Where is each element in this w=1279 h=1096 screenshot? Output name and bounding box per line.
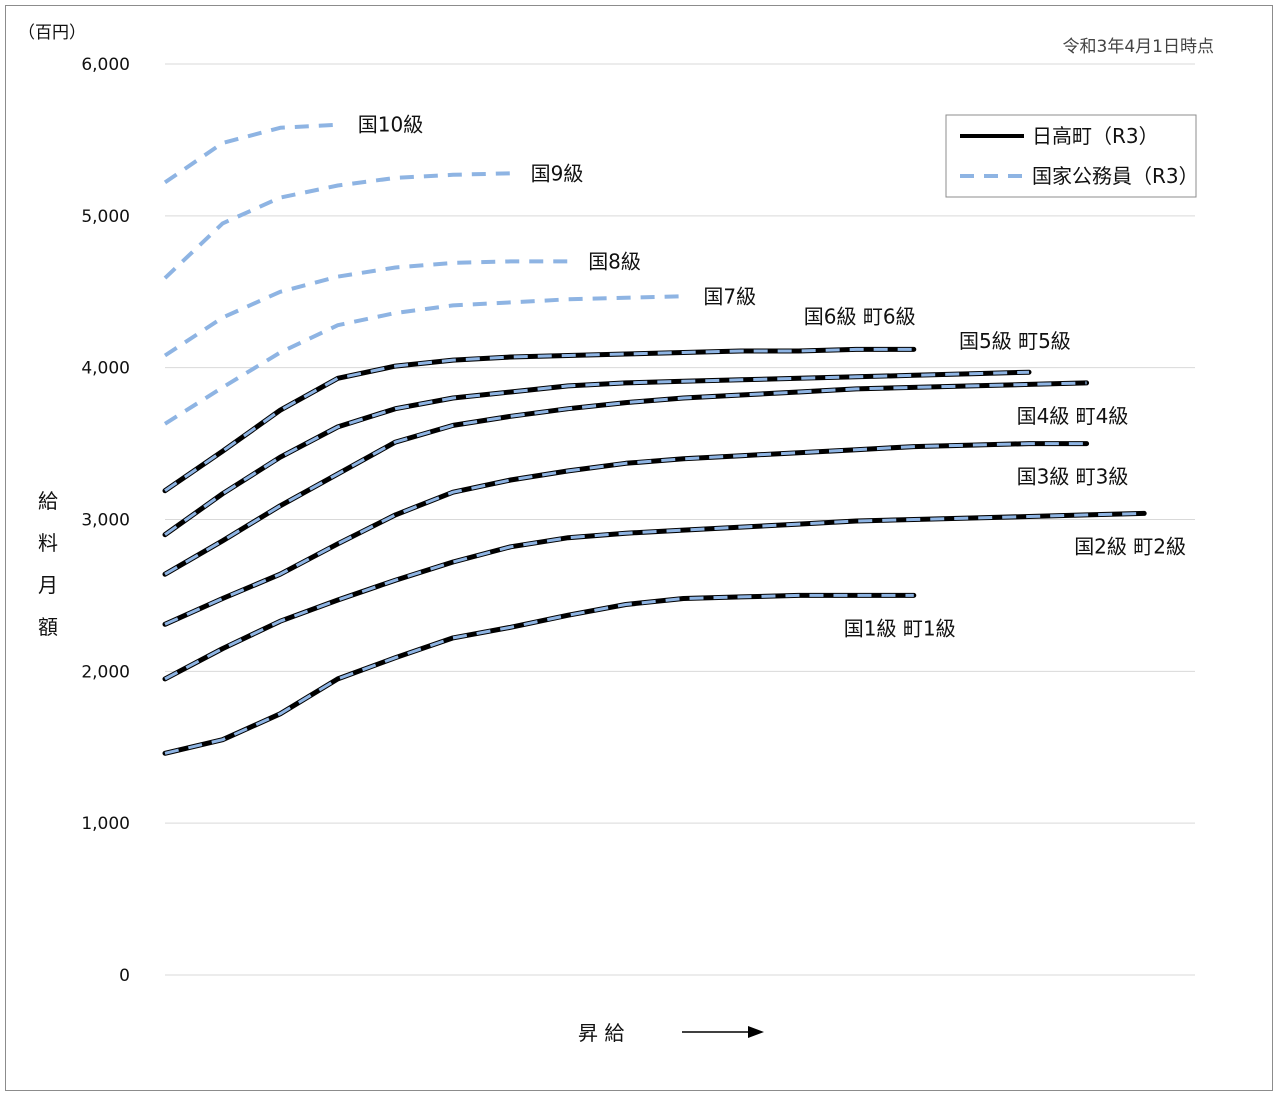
unit-label: （百円） xyxy=(18,23,86,43)
national-line-2 xyxy=(164,442,1087,626)
series-label-6: 国7級 xyxy=(703,284,756,308)
y-tick-label: 5,000 xyxy=(81,207,130,227)
gridlines xyxy=(165,63,1195,976)
y-tick-label: 1,000 xyxy=(81,814,130,834)
national-line-7 xyxy=(163,259,569,358)
series-label-1: 国2級 町2級 xyxy=(1074,534,1186,558)
y-tick-label: 4,000 xyxy=(81,359,130,379)
y-tick-label: 6,000 xyxy=(81,55,130,75)
y-axis-label-char: 月 xyxy=(38,573,58,597)
y-tick-labels: 0 1,000 2,000 3,000 4,000 5,000 6,000 xyxy=(81,55,130,986)
series-label-4: 国5級 町5級 xyxy=(959,329,1071,353)
x-axis-label: 昇 給 xyxy=(578,1021,624,1045)
town-line-4 xyxy=(162,369,1032,538)
series-label-3: 国4級 町4級 xyxy=(1017,404,1129,428)
national-line-5 xyxy=(164,347,914,492)
y-axis-label-char: 額 xyxy=(38,615,58,639)
town-line-3 xyxy=(162,380,1090,577)
town-line-5 xyxy=(162,346,917,494)
legend-town-label: 日高町（R3） xyxy=(1032,124,1159,148)
national-line-3 xyxy=(164,381,1087,576)
y-tick-label: 2,000 xyxy=(81,662,130,682)
legend: 日高町（R3） 国家公務員（R3） xyxy=(945,114,1199,198)
chart-frame xyxy=(5,5,1273,1091)
national-line-6 xyxy=(163,294,684,426)
town-line-0 xyxy=(162,592,917,756)
national-line-4 xyxy=(164,370,1030,536)
national-line-0 xyxy=(164,593,914,755)
date-note: 令和3年4月1日時点 xyxy=(1063,37,1214,57)
series-layer xyxy=(162,122,1147,756)
series-label-9: 国10級 xyxy=(358,113,423,137)
y-axis-label-char: 料 xyxy=(38,531,58,555)
legend-box xyxy=(945,114,1197,198)
town-line-1 xyxy=(162,510,1147,682)
legend-national-label: 国家公務員（R3） xyxy=(1032,164,1199,188)
national-line-1 xyxy=(164,511,1145,681)
series-label-8: 国9級 xyxy=(531,161,584,185)
series-label-0: 国1級 町1級 xyxy=(844,616,956,640)
y-axis-label-char: 給 xyxy=(38,489,58,513)
series-label-5: 国6級 町6級 xyxy=(804,304,916,328)
national-line-8 xyxy=(163,171,511,280)
series-label-7: 国8級 xyxy=(588,249,641,273)
x-axis-arrow xyxy=(682,1026,764,1038)
series-label-2: 国3級 町3級 xyxy=(1017,465,1129,489)
y-tick-label: 0 xyxy=(119,966,130,986)
national-line-9 xyxy=(163,122,338,185)
y-tick-label: 3,000 xyxy=(81,511,130,531)
